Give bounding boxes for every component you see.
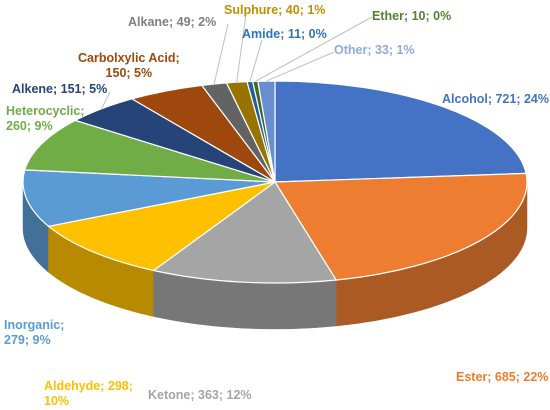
- label-alkene: Alkene; 151; 5%: [12, 82, 108, 96]
- leader-other: [266, 51, 335, 82]
- label-aldehyde: Aldehyde; 298; 10%: [44, 379, 133, 408]
- label-carboxylic-acid: Carbolxylic Acid; 150; 5%: [78, 51, 180, 80]
- label-ether: Ether; 10; 0%: [372, 9, 452, 23]
- slice-heterocyclic: [24, 119, 276, 183]
- label-heterocyclic: Heterocyclic; 260; 9%: [6, 104, 85, 133]
- label-ester: Ester; 685; 22%: [456, 370, 549, 384]
- leader-amide: [249, 39, 263, 82]
- label-amide: Amide; 11; 0%: [242, 27, 327, 41]
- slice-ketone: [152, 181, 338, 284]
- leader-ether: [255, 16, 373, 82]
- label-alcohol: Alcohol; 721; 24%: [442, 92, 549, 106]
- leader-sulphure: [236, 13, 247, 83]
- label-alkane: Alkane; 49; 2%: [128, 15, 217, 29]
- label-other: Other; 33; 1%: [334, 43, 415, 57]
- slice-other: [257, 80, 276, 183]
- slice-alcohol: [274, 80, 527, 183]
- slice-inorganic: [22, 169, 276, 227]
- label-sulphure: Sulphure; 40; 1%: [224, 3, 326, 17]
- slice-aldehyde: [47, 181, 276, 272]
- slice-ester: [273, 172, 528, 281]
- label-ketone: Ketone; 363; 12%: [148, 388, 252, 402]
- leader-alkane: [213, 23, 229, 85]
- label-inorganic: Inorganic; 279; 9%: [4, 318, 65, 347]
- leader-alkene: [101, 91, 111, 109]
